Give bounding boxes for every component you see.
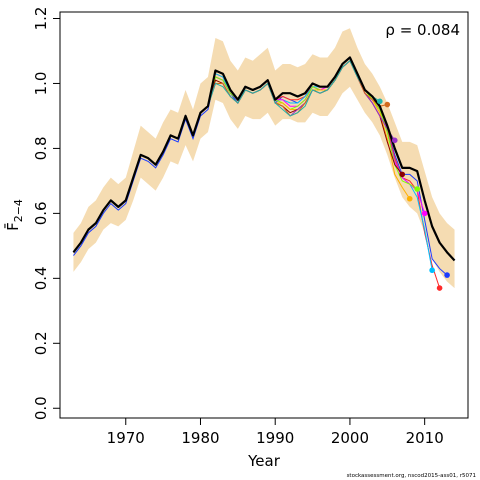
peel-end-markers-layer	[377, 98, 450, 291]
y-tick-label: 1.0	[32, 72, 50, 96]
x-axis: 1970 1980 1990 2000 2010	[107, 417, 444, 447]
y-tick-label: 0.2	[32, 331, 50, 355]
retro-peel-end-point	[399, 171, 406, 178]
y-axis: 0.0 0.2 0.4 0.6 0.8 1.0 1.2	[32, 7, 61, 420]
x-tick-label: 1980	[181, 429, 219, 447]
main-estimate-line	[72, 56, 456, 262]
rho-annotation: ρ = 0.084	[385, 21, 460, 39]
x-tick-label: 1990	[256, 429, 294, 447]
x-axis-label: Year	[247, 452, 281, 470]
retro-peel-end-point	[406, 195, 413, 202]
svg-text:F̄2−4: F̄2−4	[3, 199, 25, 231]
y-axis-label-group: F̄2−4	[3, 199, 25, 231]
x-tick-label: 2000	[331, 429, 369, 447]
retro-peel-end-point	[414, 186, 420, 192]
y-tick-label: 0.6	[32, 201, 50, 225]
x-tick-label: 2010	[406, 429, 444, 447]
y-axis-label: F̄	[3, 222, 22, 231]
retro-peel-end-point	[444, 272, 450, 278]
y-tick-label: 0.8	[32, 136, 50, 160]
y-tick-label: 0.4	[32, 266, 50, 290]
retro-peel-end-point	[436, 285, 443, 291]
retro-peel-end-point	[421, 210, 428, 217]
retro-peel-end-point	[429, 267, 435, 274]
retro-peel-end-point	[377, 98, 383, 105]
retro-peel-end-point	[391, 137, 398, 144]
y-axis-label-subscript: 2−4	[12, 199, 25, 222]
y-tick-label: 0.0	[32, 396, 50, 420]
retro-peel-end-point	[384, 101, 391, 108]
x-tick-label: 1970	[107, 429, 145, 447]
confidence-band-layer	[73, 28, 455, 289]
confidence-band	[73, 28, 455, 289]
main-series-layer	[72, 56, 456, 262]
footer-source: stockassessment.org, nscod2015-ass01, r5…	[347, 473, 476, 479]
y-tick-label: 1.2	[32, 7, 50, 31]
